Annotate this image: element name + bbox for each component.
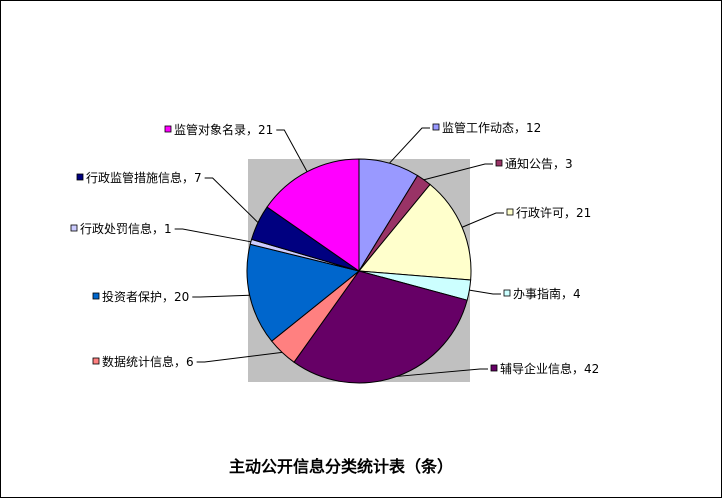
leader-line: [469, 289, 501, 295]
leader-line: [196, 351, 283, 363]
legend-key: [164, 125, 172, 133]
leader-line: [192, 294, 250, 298]
data-label: 行政许可，21: [516, 206, 591, 220]
data-label: 辅导企业信息，42: [500, 361, 599, 376]
legend-key: [503, 289, 511, 297]
data-label: 监管对象名录，21: [174, 122, 273, 137]
data-label: 行政监管措施信息，7: [86, 170, 202, 185]
leader-line: [276, 129, 308, 172]
data-label: 投资者保护，20: [102, 289, 189, 304]
leader-line: [396, 368, 488, 377]
legend-key: [495, 159, 503, 167]
legend-key: [76, 173, 84, 181]
legend-key: [92, 292, 100, 300]
pie-slice: [293, 270, 468, 384]
data-label: 行政处罚信息，1: [80, 221, 172, 236]
data-label: 数据统计信息，6: [102, 354, 194, 369]
chart-title: 主动公开信息分类统计表（条）: [228, 457, 453, 476]
legend-key: [92, 357, 100, 365]
data-label: 通知公告，3: [505, 157, 573, 171]
leader-line: [389, 127, 430, 164]
leader-line: [423, 163, 493, 181]
data-label: 监管工作动态，12: [442, 120, 541, 135]
legend-key: [70, 224, 78, 232]
legend-key: [432, 123, 440, 131]
pie-slice: [266, 158, 360, 272]
pie-slice: [358, 183, 472, 281]
leader-line: [204, 177, 259, 223]
legend-key: [490, 364, 498, 372]
legend-key: [506, 208, 514, 216]
leader-line: [174, 228, 251, 243]
pie-slice: [246, 243, 361, 342]
leader-line: [461, 212, 504, 228]
data-label: 办事指南，4: [513, 286, 581, 301]
